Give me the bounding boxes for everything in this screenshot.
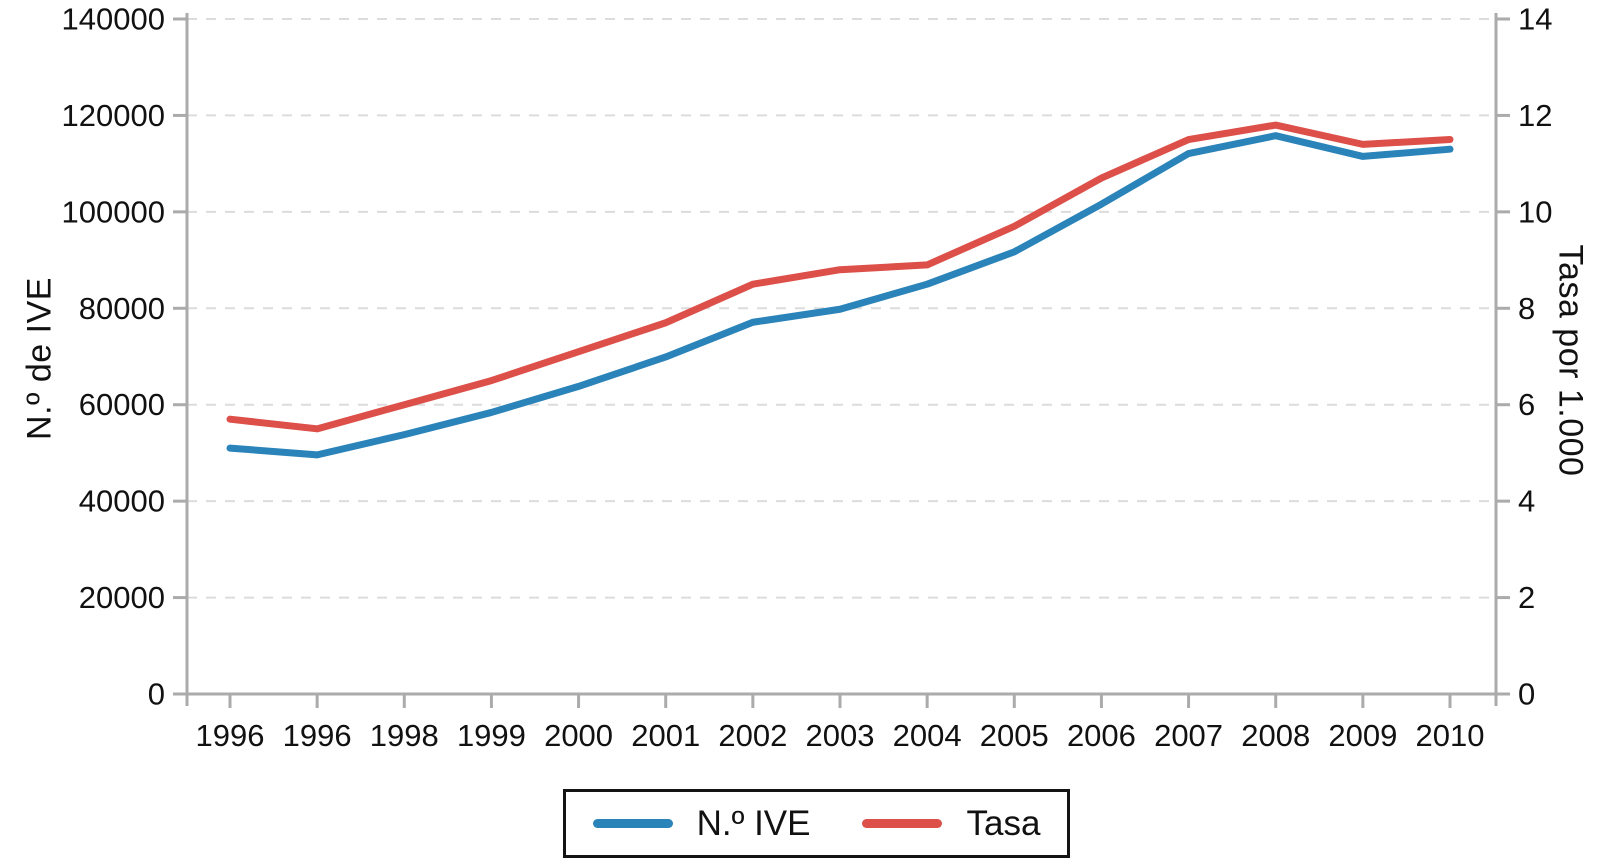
x-axis-tick-label: 2005 [980, 718, 1049, 753]
tasa-line-swatch-icon [862, 819, 943, 828]
left-axis-tick-label: 0 [148, 677, 165, 712]
x-axis-tick-label: 2006 [1067, 718, 1136, 753]
left-axis-tick-label: 60000 [79, 387, 165, 422]
legend-label-nive: N.º IVE [696, 803, 811, 843]
left-axis-tick-label: 140000 [62, 2, 165, 37]
x-axis-tick-label: 2004 [893, 718, 962, 753]
left-axis-tick-label: 100000 [62, 194, 165, 229]
x-axis-tick-label: 1998 [370, 718, 439, 753]
x-axis-tick-label: 2003 [806, 718, 875, 753]
right-axis-tick-label: 8 [1518, 291, 1535, 326]
x-axis-tick-label: 2000 [544, 718, 613, 753]
nive-line-swatch-icon [592, 819, 673, 828]
legend-label-tasa: Tasa [966, 803, 1041, 843]
x-axis-tick-label: 2010 [1416, 718, 1485, 753]
x-axis-tick-label: 1996 [283, 718, 352, 753]
legend-box: N.º IVE Tasa [563, 789, 1070, 858]
legend-item-nive: N.º IVE [592, 803, 811, 844]
x-axis-tick-label: 2009 [1328, 718, 1397, 753]
right-axis-tick-label: 12 [1518, 98, 1552, 133]
right-axis-tick-label: 0 [1518, 677, 1535, 712]
x-axis-tick-label: 2002 [718, 718, 787, 753]
right-axis-tick-label: 2 [1518, 580, 1535, 615]
left-axis-tick-label: 80000 [79, 291, 165, 326]
left-axis-tick-label: 20000 [79, 580, 165, 615]
right-axis-tick-label: 14 [1518, 2, 1552, 37]
right-axis-title: Tasa por 1.000 [1551, 244, 1590, 477]
right-axis-tick-label: 4 [1518, 484, 1535, 519]
left-axis-tick-label: 120000 [62, 98, 165, 133]
left-axis-title: N.º de IVE [20, 277, 59, 440]
series-line-nive [226, 132, 1454, 459]
right-axis-tick-label: 10 [1518, 194, 1552, 229]
right-axis-tick-label: 6 [1518, 387, 1535, 422]
x-axis-tick-label: 2001 [631, 718, 700, 753]
legend-item-tasa: Tasa [862, 804, 1040, 844]
x-axis-tick-label: 1996 [196, 718, 265, 753]
x-axis-tick-label: 2007 [1154, 718, 1223, 753]
x-axis-tick-label: 1999 [457, 718, 526, 753]
left-axis-tick-label: 40000 [79, 484, 165, 519]
series-line-tasa [226, 121, 1454, 433]
x-axis-tick-label: 2008 [1241, 718, 1310, 753]
